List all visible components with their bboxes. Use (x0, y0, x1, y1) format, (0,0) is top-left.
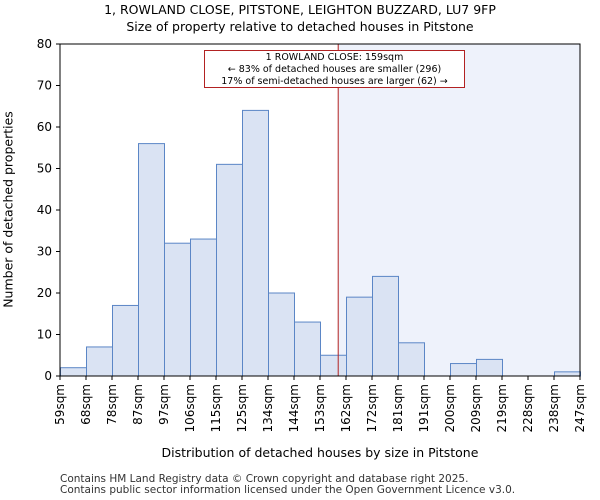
x-tick-label-106sqm: 106sqm (183, 384, 197, 432)
bar-87sqm (138, 143, 165, 377)
x-tick-label-238sqm: 238sqm (547, 384, 561, 432)
x-tick-label-134sqm: 134sqm (261, 384, 275, 432)
bar-68sqm (86, 346, 113, 377)
annotation-line-2: ← 83% of detached houses are smaller (29… (227, 64, 442, 75)
y-tick-label-20: 20 (37, 286, 52, 300)
property-annotation: 1 ROWLAND CLOSE: 159sqm ← 83% of detache… (204, 50, 465, 88)
footer-line-1: Contains HM Land Registry data © Crown c… (60, 473, 469, 485)
x-tick-label-191sqm: 191sqm (417, 384, 431, 432)
bar-125sqm (242, 109, 269, 377)
bar-153sqm (320, 354, 347, 377)
x-tick-label-59sqm: 59sqm (53, 384, 67, 425)
x-axis-label: Distribution of detached houses by size … (161, 445, 479, 460)
bar-162sqm (346, 296, 373, 377)
x-tick-label-200sqm: 200sqm (443, 384, 457, 432)
x-tick-label-153sqm: 153sqm (313, 384, 327, 432)
x-tick-label-162sqm: 162sqm (339, 384, 353, 432)
bar-97sqm (164, 242, 191, 377)
bar-200sqm (450, 363, 477, 377)
x-tick-label-78sqm: 78sqm (105, 384, 119, 425)
chart-title: 1, ROWLAND CLOSE, PITSTONE, LEIGHTON BUZ… (104, 2, 496, 17)
footer-line-2: Contains public sector information licen… (60, 484, 516, 496)
y-tick-label-80: 80 (37, 37, 52, 51)
x-tick-label-228sqm: 228sqm (521, 384, 535, 432)
y-tick-label-30: 30 (37, 245, 52, 259)
chart-subtitle: Size of property relative to detached ho… (126, 19, 474, 34)
bar-134sqm (268, 292, 295, 377)
x-tick-label-172sqm: 172sqm (365, 384, 379, 432)
x-tick-label-209sqm: 209sqm (469, 384, 483, 432)
y-tick-label-40: 40 (37, 203, 52, 217)
bar-144sqm (294, 321, 321, 377)
x-tick-label-115sqm: 115sqm (209, 384, 223, 432)
y-tick-label-50: 50 (37, 162, 52, 176)
bar-172sqm (372, 275, 399, 377)
y-tick-label-10: 10 (37, 328, 52, 342)
x-tick-label-97sqm: 97sqm (157, 384, 171, 425)
x-tick-label-219sqm: 219sqm (495, 384, 509, 432)
x-tick-label-144sqm: 144sqm (287, 384, 301, 432)
bar-209sqm (476, 358, 503, 377)
bar-238sqm (554, 371, 581, 377)
bar-181sqm (398, 342, 425, 377)
x-tick-label-247sqm: 247sqm (573, 384, 587, 432)
x-tick-label-87sqm: 87sqm (131, 384, 145, 425)
bar-106sqm (190, 238, 217, 377)
annotation-line-3: 17% of semi-detached houses are larger (… (221, 76, 448, 87)
y-tick-label-0: 0 (44, 369, 52, 383)
x-tick-label-181sqm: 181sqm (391, 384, 405, 432)
bar-59sqm (60, 367, 87, 377)
y-tick-label-70: 70 (37, 79, 52, 93)
x-tick-label-68sqm: 68sqm (79, 384, 93, 425)
y-tick-label-60: 60 (37, 120, 52, 134)
x-tick-label-125sqm: 125sqm (235, 384, 249, 432)
annotation-line-1: 1 ROWLAND CLOSE: 159sqm (265, 52, 404, 63)
bar-115sqm (216, 163, 243, 377)
y-axis-label: Number of detached properties (0, 111, 16, 308)
bar-78sqm (112, 304, 139, 377)
